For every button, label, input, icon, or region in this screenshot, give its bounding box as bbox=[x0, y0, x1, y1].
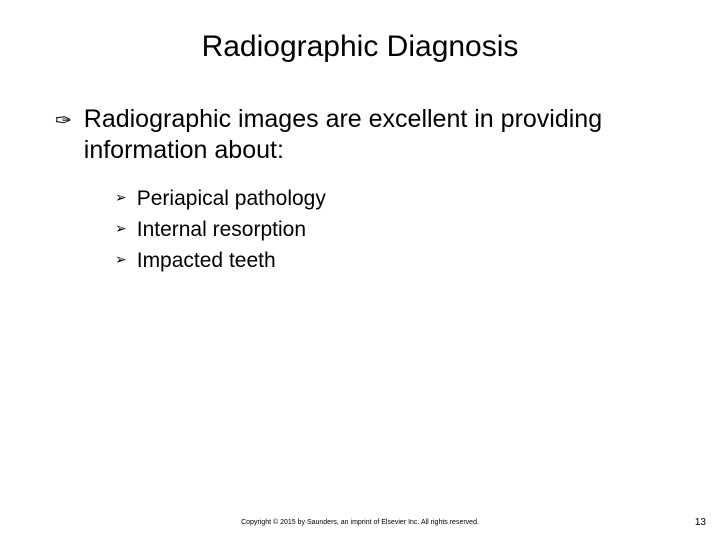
slide-container: Radiographic Diagnosis ✑ Radiographic im… bbox=[0, 0, 720, 540]
page-number: 13 bbox=[695, 517, 706, 528]
copyright-text: Copyright © 2015 by Saunders, an imprint… bbox=[0, 519, 720, 526]
sub-bullet-text: Periapical pathology bbox=[137, 185, 326, 212]
sub-bullet-text: Internal resorption bbox=[137, 216, 306, 243]
main-bullet-item: ✑ Radiographic images are excellent in p… bbox=[0, 104, 720, 167]
list-item: ➢ Impacted teeth bbox=[115, 247, 720, 274]
scribble-icon: ✑ bbox=[55, 104, 72, 134]
slide-title: Radiographic Diagnosis bbox=[0, 30, 720, 64]
sub-bullet-list: ➢ Periapical pathology ➢ Internal resorp… bbox=[0, 185, 720, 275]
main-bullet-text: Radiographic images are excellent in pro… bbox=[84, 104, 660, 167]
list-item: ➢ Periapical pathology bbox=[115, 185, 720, 212]
arrow-bullet-icon: ➢ bbox=[115, 216, 127, 238]
arrow-bullet-icon: ➢ bbox=[115, 247, 127, 269]
list-item: ➢ Internal resorption bbox=[115, 216, 720, 243]
sub-bullet-text: Impacted teeth bbox=[137, 247, 276, 274]
arrow-bullet-icon: ➢ bbox=[115, 185, 127, 207]
